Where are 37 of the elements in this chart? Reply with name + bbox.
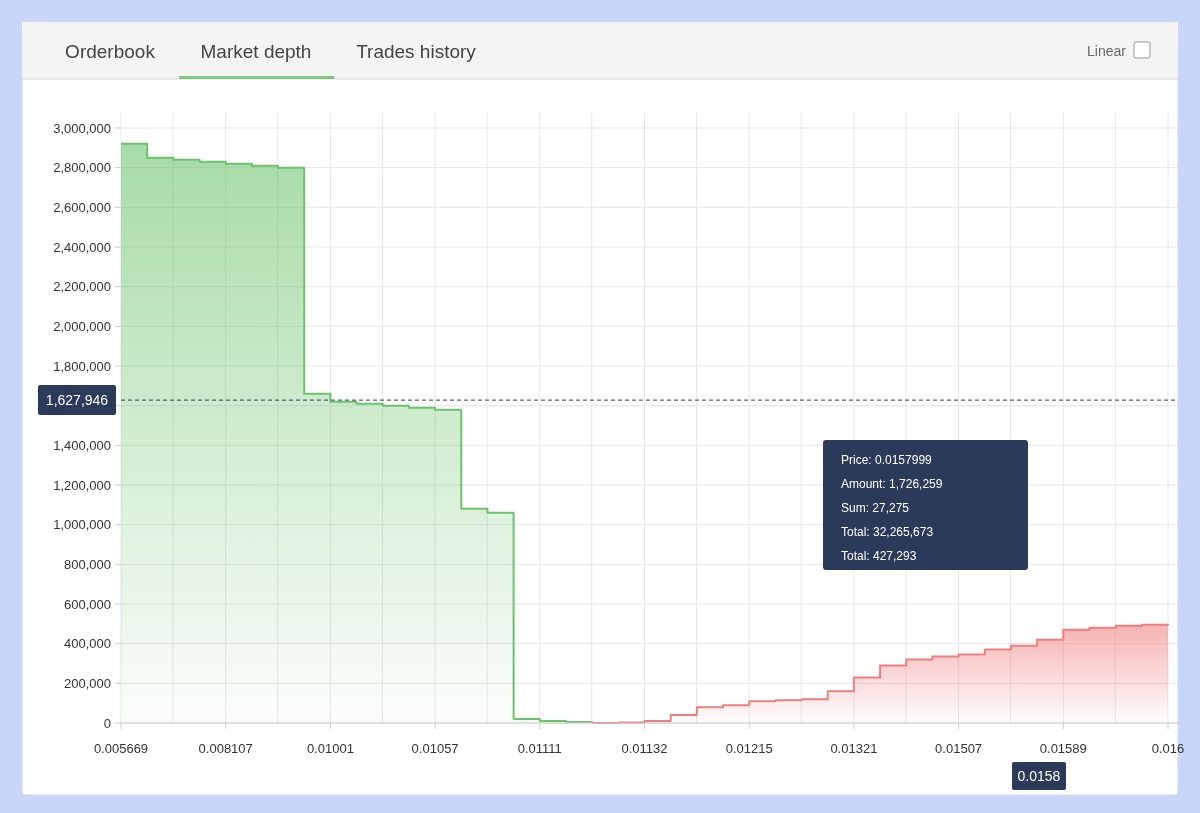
annotation: Price: 0.0157999 <box>841 453 933 467</box>
y-tick-label: 1,200,000 <box>53 477 111 493</box>
y-tick-label: 400,000 <box>64 636 111 652</box>
text: Linear <box>1087 43 1127 59</box>
y-tick-label: 2,600,000 <box>53 199 111 215</box>
x-tick-label: 0.008107 <box>198 741 253 756</box>
text: Trades history <box>356 41 477 62</box>
annotation: Sum: 27,275 <box>841 501 910 515</box>
ref-line-label: 1,627,946 <box>45 392 109 409</box>
text: Orderbook <box>65 41 156 62</box>
y-tick-label: 0 <box>103 715 111 731</box>
x-tick-label: 0.005669 <box>93 741 149 756</box>
x-tick-label: 0.01321 <box>830 741 878 756</box>
x-tick-label: 0.01132 <box>621 741 668 756</box>
y-tick-label: 600,000 <box>64 596 111 612</box>
y-tick-label: 3,000,000 <box>53 120 111 136</box>
x-tick-label: 0.01589 <box>1039 741 1087 756</box>
x-tick-label: 0.01507 <box>935 741 983 756</box>
x-tick-label: 0.01215 <box>725 741 773 756</box>
y-tick-label: 1,400,000 <box>53 437 111 453</box>
annotation: Total: 427,293 <box>841 549 917 563</box>
y-tick-label: 800,000 <box>64 556 111 572</box>
y-tick-label: 2,800,000 <box>53 160 111 176</box>
y-tick-label: 2,200,000 <box>53 279 111 295</box>
x-tick-label: 0.01001 <box>306 741 354 756</box>
x-tick-label: 0.01111 <box>517 741 562 756</box>
text: 0.0158 <box>1017 767 1061 784</box>
x-tick-label: 0.01057 <box>411 741 459 756</box>
y-tick-label: 2,000,000 <box>53 318 111 334</box>
annotation: Amount: 1,726,259 <box>841 477 943 491</box>
text: Market depth <box>200 41 312 62</box>
y-tick-label: 1,800,000 <box>53 358 111 374</box>
annotation: Total: 32,265,673 <box>841 525 934 539</box>
y-tick-label: 1,000,000 <box>53 517 111 533</box>
y-tick-label: 2,400,000 <box>53 239 111 255</box>
y-tick-label: 200,000 <box>64 675 111 691</box>
x-tick-label: 0.016 <box>1151 741 1185 756</box>
